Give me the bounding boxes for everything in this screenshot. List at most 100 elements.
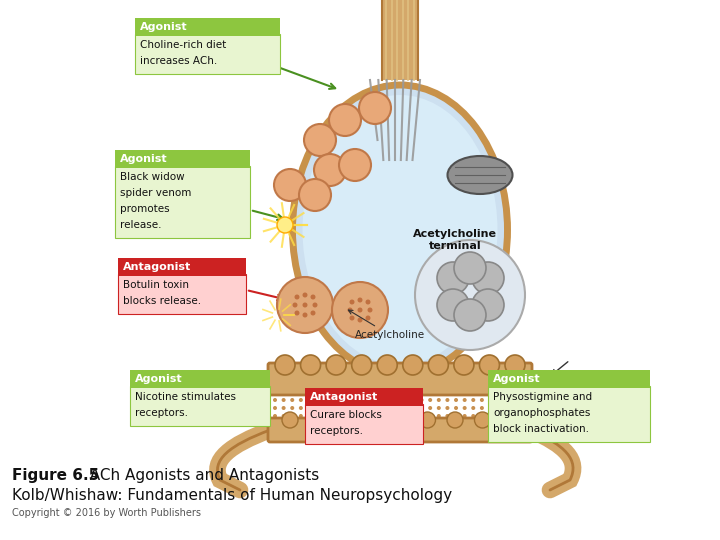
Circle shape [402,398,406,402]
FancyBboxPatch shape [268,418,532,442]
Circle shape [472,406,475,410]
Circle shape [505,406,510,410]
Circle shape [307,406,312,410]
FancyBboxPatch shape [118,274,246,314]
Circle shape [446,414,449,418]
Circle shape [359,406,363,410]
Circle shape [505,414,510,418]
Text: block inactivation.: block inactivation. [493,424,589,434]
Circle shape [368,398,372,402]
Circle shape [437,262,469,294]
Circle shape [358,307,362,313]
Circle shape [332,282,388,338]
Circle shape [463,406,467,410]
Circle shape [358,318,362,322]
Circle shape [497,398,501,402]
Circle shape [299,406,303,410]
FancyBboxPatch shape [305,388,423,406]
FancyBboxPatch shape [115,150,250,168]
FancyBboxPatch shape [135,18,280,36]
FancyBboxPatch shape [118,258,246,276]
Circle shape [523,398,527,402]
Circle shape [333,406,338,410]
Circle shape [446,398,449,402]
Circle shape [411,398,415,402]
Circle shape [428,406,432,410]
Circle shape [463,414,467,418]
Circle shape [505,355,525,375]
Circle shape [420,398,423,402]
Text: Nicotine stimulates: Nicotine stimulates [135,392,236,402]
Circle shape [402,414,406,418]
Circle shape [325,398,329,402]
Circle shape [359,398,363,402]
Circle shape [392,412,408,428]
FancyBboxPatch shape [268,363,532,395]
FancyBboxPatch shape [130,386,270,426]
Text: Choline-rich diet: Choline-rich diet [140,40,226,50]
Circle shape [351,406,354,410]
Text: promotes: promotes [120,204,170,214]
FancyBboxPatch shape [488,370,650,388]
Circle shape [368,414,372,418]
Circle shape [358,298,362,302]
Text: Curare blocks: Curare blocks [310,410,382,420]
Ellipse shape [302,95,498,365]
Text: Copyright © 2016 by Worth Publishers: Copyright © 2016 by Worth Publishers [12,508,201,518]
Circle shape [394,398,397,402]
Text: Antagonist: Antagonist [123,262,192,272]
Circle shape [514,406,518,410]
Circle shape [273,398,277,402]
Circle shape [428,398,432,402]
FancyBboxPatch shape [115,166,250,238]
Circle shape [502,412,518,428]
Circle shape [300,355,320,375]
Circle shape [472,414,475,418]
Circle shape [463,398,467,402]
Text: Kolb/Whishaw: Fundamentals of Human Neuropsychology: Kolb/Whishaw: Fundamentals of Human Neur… [12,488,452,503]
Circle shape [314,154,346,186]
Circle shape [377,406,380,410]
Circle shape [349,300,354,305]
Circle shape [290,406,294,410]
Circle shape [437,406,441,410]
Circle shape [359,92,391,124]
Circle shape [454,355,474,375]
Circle shape [333,398,338,402]
Circle shape [411,414,415,418]
Circle shape [523,414,527,418]
Circle shape [488,414,492,418]
Circle shape [312,302,318,307]
Circle shape [302,313,307,318]
Circle shape [385,398,389,402]
Circle shape [307,398,312,402]
Circle shape [292,302,297,307]
Circle shape [277,217,293,233]
Circle shape [411,406,415,410]
Circle shape [351,398,354,402]
Circle shape [366,315,371,321]
Circle shape [282,412,298,428]
Text: receptors.: receptors. [310,426,363,436]
Circle shape [420,406,423,410]
Circle shape [480,414,484,418]
Text: Agonist: Agonist [493,374,541,384]
Circle shape [377,355,397,375]
Circle shape [394,414,397,418]
Text: receptors.: receptors. [135,408,188,418]
Circle shape [420,412,436,428]
Circle shape [310,412,325,428]
Circle shape [514,414,518,418]
FancyBboxPatch shape [488,386,650,442]
Circle shape [368,406,372,410]
Circle shape [514,398,518,402]
Circle shape [454,398,458,402]
Circle shape [497,406,501,410]
Circle shape [447,412,463,428]
Text: increases ACh.: increases ACh. [140,56,217,66]
Circle shape [294,294,300,300]
Circle shape [415,240,525,350]
Circle shape [472,289,504,321]
Circle shape [307,414,312,418]
Circle shape [385,406,389,410]
